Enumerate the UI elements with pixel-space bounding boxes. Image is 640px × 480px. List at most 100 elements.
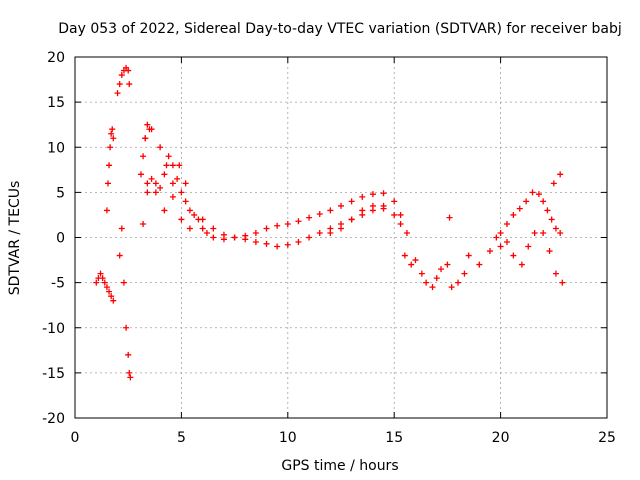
y-tick-label: 10 [47, 140, 65, 156]
data-point [518, 261, 525, 268]
data-point [550, 180, 557, 187]
data-point [118, 225, 125, 232]
data-point [523, 198, 530, 205]
data-point [108, 130, 115, 137]
data-point [391, 198, 398, 205]
data-point [106, 162, 113, 169]
data-point [338, 225, 344, 232]
y-tick-label: 0 [56, 231, 65, 247]
data-point [316, 211, 323, 218]
data-point [199, 225, 206, 232]
data-point [408, 261, 415, 268]
chart-title: Day 053 of 2022, Sidereal Day-to-day VTE… [58, 21, 621, 37]
data-point [116, 81, 123, 88]
data-point [97, 270, 104, 277]
y-tick-label: -20 [42, 411, 65, 427]
data-point [126, 81, 133, 88]
data-point [120, 279, 127, 286]
data-point [348, 198, 355, 205]
data-point [231, 234, 238, 241]
data-point [557, 229, 564, 236]
data-point [510, 252, 517, 259]
data-point [552, 225, 559, 232]
data-point [306, 234, 313, 241]
data-point [486, 248, 493, 255]
data-point [101, 279, 108, 286]
x-tick-label: 10 [279, 430, 297, 446]
data-point [169, 162, 176, 169]
data-point [380, 190, 387, 197]
data-point [178, 216, 185, 223]
data-point [104, 180, 111, 187]
data-point [182, 198, 189, 205]
x-tick-label: 25 [598, 430, 616, 446]
data-point [510, 211, 517, 218]
data-point [152, 180, 159, 187]
grid-lines [75, 57, 607, 418]
data-point [109, 126, 116, 133]
y-tick-label: -15 [42, 366, 65, 382]
y-tick-label: -5 [51, 276, 65, 292]
data-point [516, 205, 523, 212]
data-point [144, 180, 151, 187]
data-point [103, 284, 110, 291]
data-point [369, 202, 376, 209]
data-point [497, 243, 504, 250]
y-tick-label: 15 [47, 95, 65, 111]
y-tick-label: 5 [56, 185, 65, 201]
data-point [125, 351, 132, 358]
data-point [263, 240, 270, 247]
data-point [125, 67, 132, 74]
data-point [163, 162, 170, 169]
data-point [540, 229, 547, 236]
data-point [210, 234, 217, 241]
data-point [252, 229, 259, 236]
axis-ticks: 0 5 10 15 20 25 -20 -15 -10 -5 0 5 10 15 20 [42, 50, 616, 446]
y-axis-label: SDTVAR / TECUs [7, 181, 23, 296]
data-point [203, 229, 210, 236]
data-point [210, 225, 217, 232]
x-tick-label: 5 [177, 430, 186, 446]
data-point [169, 193, 176, 200]
data-point [182, 180, 189, 187]
data-point [557, 171, 564, 178]
data-point [107, 144, 114, 151]
data-point [338, 202, 344, 209]
data-point [186, 207, 193, 214]
data-point [123, 324, 130, 331]
data-point [465, 252, 472, 259]
data-point [144, 121, 151, 128]
data-point [110, 297, 117, 304]
data-point [444, 261, 451, 268]
data-point [552, 270, 559, 277]
data-point [525, 243, 532, 250]
data-point [252, 239, 259, 246]
data-point [191, 211, 198, 218]
data-point [446, 214, 453, 221]
data-point [559, 279, 566, 286]
data-point [548, 216, 555, 223]
data-point [529, 189, 536, 196]
x-axis-label: GPS time / hours [281, 458, 398, 474]
data-point [412, 257, 419, 264]
data-point [418, 270, 425, 277]
data-point [99, 275, 106, 282]
data-point [148, 126, 155, 133]
data-point [503, 220, 510, 227]
data-point [316, 229, 323, 236]
data-point [535, 191, 542, 198]
data-point [152, 189, 159, 196]
data-point [476, 261, 483, 268]
data-point [544, 207, 551, 214]
data-point [295, 239, 302, 246]
data-point [403, 229, 410, 236]
y-tick-label: -10 [42, 321, 65, 337]
data-point [161, 171, 168, 178]
data-point [140, 220, 147, 227]
data-point [455, 279, 462, 286]
data-point [161, 207, 168, 214]
data-point [220, 231, 227, 238]
data-point [274, 222, 281, 229]
x-tick-label: 20 [492, 430, 510, 446]
